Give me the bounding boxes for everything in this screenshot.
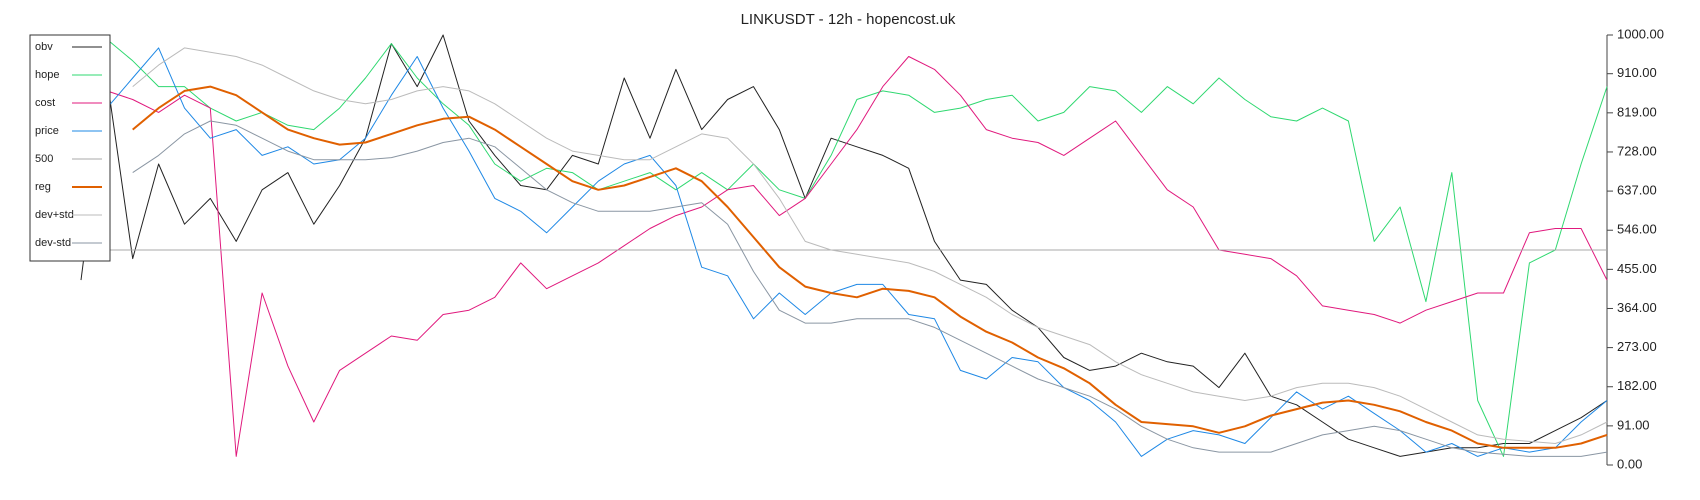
series-line <box>132 47 1608 444</box>
series-line <box>132 85 1608 449</box>
y-tick-label: 1000.00 <box>1617 26 1664 41</box>
legend-label: reg <box>35 181 51 193</box>
chart-title: LINKUSDT - 12h - hopencost.uk <box>741 11 956 28</box>
legend-label: 500 <box>35 153 53 165</box>
series-line <box>106 38 1608 457</box>
series-line <box>106 56 1608 457</box>
series-line <box>80 34 1608 457</box>
legend-label: dev-std <box>35 237 71 249</box>
series-line <box>132 120 1608 457</box>
series-line <box>106 47 1608 457</box>
legend: obv hope cost price 500 reg dev+std dev-std <box>29 34 111 262</box>
y-tick-label: 910.00 <box>1617 65 1657 80</box>
y-tick-label: 819.00 <box>1617 104 1657 119</box>
legend-box <box>29 34 111 262</box>
legend-label: dev+std <box>35 209 74 221</box>
legend-label: cost <box>35 97 55 109</box>
y-tick-label: 455.00 <box>1617 261 1657 276</box>
y-tick-label: 182.00 <box>1617 378 1657 393</box>
y-tick-label: 637.00 <box>1617 183 1657 198</box>
y-tick-label: 546.00 <box>1617 222 1657 237</box>
y-tick-label: 728.00 <box>1617 143 1657 158</box>
y-tick-label: 0.00 <box>1617 456 1642 471</box>
y-tick-label: 91.00 <box>1617 417 1650 432</box>
y-tick-label: 364.00 <box>1617 300 1657 315</box>
legend-label: hope <box>35 69 59 81</box>
legend-label: price <box>35 125 59 137</box>
y-tick-label: 273.00 <box>1617 339 1657 354</box>
legend-label: obv <box>35 41 53 53</box>
